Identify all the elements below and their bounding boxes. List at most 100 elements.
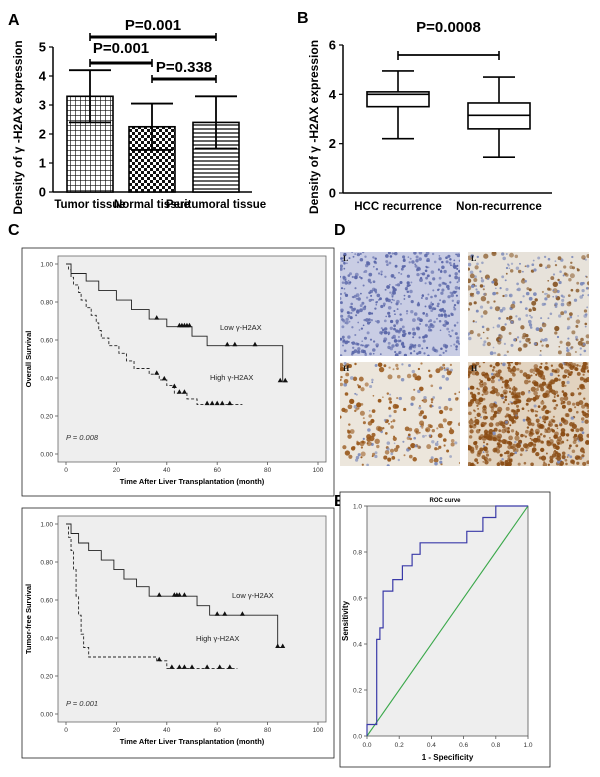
cell-nucleus — [413, 388, 416, 391]
cell-nucleus — [340, 354, 343, 356]
cell-nucleus — [568, 407, 573, 413]
y-tick-label: 0.60 — [40, 598, 53, 605]
cell-nucleus — [422, 398, 428, 403]
cell-nucleus — [449, 291, 452, 294]
x-tick-label: 80 — [264, 467, 272, 474]
cell-nucleus — [582, 281, 585, 285]
cell-nucleus — [566, 380, 570, 385]
cell-nucleus — [515, 414, 518, 417]
cell-nucleus — [499, 309, 504, 313]
cell-nucleus — [492, 326, 495, 329]
cell-nucleus — [399, 313, 402, 316]
cell-nucleus — [504, 460, 509, 464]
cell-nucleus — [397, 458, 400, 462]
cell-nucleus — [485, 372, 489, 376]
cell-nucleus — [453, 259, 456, 262]
y-tick-label: 0.8 — [353, 550, 362, 557]
cell-nucleus — [417, 367, 421, 371]
censor-mark — [275, 643, 281, 648]
cell-nucleus — [429, 319, 433, 323]
cell-nucleus — [388, 423, 390, 425]
cell-nucleus — [367, 421, 373, 426]
censor-mark — [154, 315, 160, 320]
cell-nucleus — [382, 427, 385, 430]
cell-nucleus — [482, 397, 486, 401]
cell-nucleus — [576, 371, 581, 376]
cell-nucleus — [478, 365, 481, 368]
cell-nucleus — [390, 425, 394, 429]
cell-nucleus — [367, 428, 371, 432]
cell-nucleus — [498, 439, 502, 443]
cell-nucleus — [533, 372, 535, 374]
cell-nucleus — [354, 333, 357, 337]
cell-nucleus — [474, 444, 479, 449]
cell-nucleus — [529, 368, 534, 373]
cell-nucleus — [379, 353, 382, 355]
cell-nucleus — [474, 416, 477, 419]
cell-nucleus — [360, 387, 365, 392]
cell-nucleus — [422, 312, 426, 315]
cell-nucleus — [425, 346, 429, 350]
cell-nucleus — [469, 292, 474, 297]
cell-nucleus — [479, 305, 484, 309]
cell-nucleus — [543, 418, 547, 422]
cell-nucleus — [372, 352, 375, 355]
cell-nucleus — [355, 314, 358, 317]
cell-nucleus — [357, 321, 360, 324]
cell-nucleus — [436, 427, 439, 430]
cell-nucleus — [572, 422, 575, 425]
cell-nucleus — [578, 365, 581, 367]
cell-nucleus — [360, 456, 363, 459]
cell-nucleus — [520, 278, 526, 284]
cell-nucleus — [542, 377, 546, 381]
cell-nucleus — [440, 291, 444, 295]
cell-nucleus — [529, 437, 532, 440]
cell-nucleus — [402, 345, 405, 348]
cell-nucleus — [374, 257, 377, 260]
cell-nucleus — [356, 440, 359, 443]
cell-nucleus — [547, 287, 551, 291]
cell-nucleus — [402, 440, 405, 443]
cell-nucleus — [558, 378, 561, 382]
y-tick-label: 1.00 — [40, 522, 53, 529]
cell-nucleus — [490, 372, 494, 376]
cell-nucleus — [553, 396, 556, 398]
cell-nucleus — [519, 300, 523, 304]
cell-nucleus — [370, 319, 373, 322]
cell-nucleus — [340, 382, 344, 387]
cell-nucleus — [586, 460, 589, 465]
cell-nucleus — [476, 262, 479, 266]
cell-nucleus — [392, 288, 397, 292]
cell-nucleus — [469, 273, 475, 279]
cell-nucleus — [528, 308, 532, 312]
cell-nucleus — [393, 327, 396, 331]
cell-nucleus — [476, 290, 480, 295]
cell-nucleus — [496, 324, 501, 328]
cell-nucleus — [368, 311, 372, 315]
cell-nucleus — [566, 347, 569, 350]
ihc-tag: L — [343, 254, 349, 263]
cell-nucleus — [576, 410, 579, 414]
cell-nucleus — [392, 368, 395, 371]
cell-nucleus — [525, 402, 529, 406]
censor-mark — [277, 377, 283, 383]
cell-nucleus — [422, 339, 426, 343]
cell-nucleus — [518, 391, 521, 394]
cell-nucleus — [503, 342, 506, 345]
cell-nucleus — [430, 456, 434, 460]
cell-nucleus — [468, 387, 470, 391]
cell-nucleus — [417, 302, 420, 306]
cell-nucleus — [383, 337, 388, 342]
cell-nucleus — [473, 409, 475, 412]
cell-nucleus — [396, 283, 401, 287]
cell-nucleus — [525, 337, 530, 343]
cell-nucleus — [549, 437, 551, 439]
cell-nucleus — [424, 305, 427, 308]
cell-nucleus — [388, 406, 391, 409]
censor-mark — [186, 322, 192, 328]
cell-nucleus — [437, 313, 442, 317]
cell-nucleus — [392, 419, 396, 423]
reference-line — [366, 505, 529, 737]
cell-nucleus — [504, 323, 507, 326]
cell-nucleus — [506, 350, 509, 353]
